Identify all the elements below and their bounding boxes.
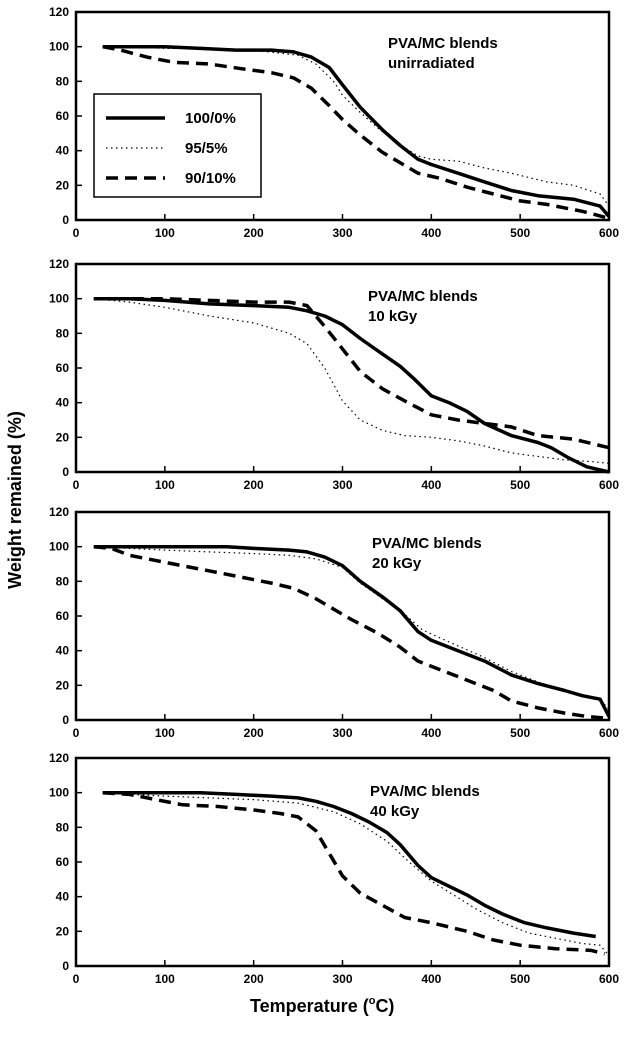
panel-annotation-line-1: PVA/MC blends [368,288,478,305]
y-tick-label: 120 [49,505,69,519]
y-tick-label: 20 [56,178,70,192]
x-tick-label: 600 [599,226,619,240]
x-tick-label: 600 [599,972,619,986]
panel-4: 0 20 40 60 80 100 120 0 100 200 300 400 500 600 PVA/MC… [49,751,619,986]
panel-annotation-line-2: unirradiated [388,55,475,72]
x-tick-label: 200 [244,972,264,986]
x-tick-label: 100 [155,972,175,986]
x-tick-label: 300 [332,478,352,492]
y-tick-label: 40 [56,144,70,158]
series-line-dotted-panel-1 [102,46,610,207]
panel-annotation-line-2: 40 kGy [370,803,420,820]
y-tick-label: 0 [62,959,69,973]
y-tick-label: 120 [49,5,69,19]
x-axis-title-degree: o [369,995,376,1007]
x-axis-title: Temperature (oC) [250,995,394,1016]
panel-annotation-line-1: PVA/MC blends [388,35,498,52]
x-tick-label: 600 [599,726,619,740]
x-tick-label: 200 [244,726,264,740]
x-tick-label: 200 [244,226,264,240]
x-tick-label: 200 [244,478,264,492]
panel-1: 0 20 40 60 80 100 120 0 100 200 300 400 500 600 PVA/MC… [49,5,619,240]
panel-annotation-line-1: PVA/MC blends [370,783,480,800]
y-tick-label: 0 [62,713,69,727]
y-tick-label: 60 [56,361,70,375]
x-tick-label: 500 [510,972,530,986]
x-tick-label: 100 [155,226,175,240]
x-tick-label: 500 [510,478,530,492]
series-line-solid-panel-4 [102,790,596,939]
y-tick-label: 100 [49,540,69,554]
x-tick-label: 0 [73,726,80,740]
series-line-solid-panel-3 [93,544,611,718]
x-tick-label: 300 [332,226,352,240]
y-tick-label: 100 [49,40,69,54]
y-tick-label: 100 [49,786,69,800]
legend-label: 100/0% [185,110,236,127]
x-tick-label: 400 [421,478,441,492]
panel-annotation-line-2: 10 kGy [368,308,418,325]
x-tick-label: 600 [599,478,619,492]
y-tick-label: 80 [56,326,70,340]
y-axis-title: Weight remained (%) [5,411,25,589]
y-tick-label: 0 [62,465,69,479]
y-tick-label: 20 [56,678,70,692]
series-line-solid-panel-2 [93,296,610,474]
x-tick-label: 0 [73,226,80,240]
series-line-dashed-panel-3 [93,544,610,721]
x-tick-label: 0 [73,972,80,986]
x-axis-title-unit: C) [375,996,394,1016]
series-line-dashed-panel-2 [93,296,610,450]
x-tick-label: 400 [421,226,441,240]
x-axis-title-main: Temperature ( [250,996,369,1016]
series-line-dotted-panel-4 [102,792,610,956]
panel-2: 0 20 40 60 80 100 120 0 100 200 300 400 500 600 PVA/MC… [49,257,619,492]
x-tick-label: 300 [332,972,352,986]
legend-box [93,93,262,198]
x-tick-label: 0 [73,478,80,492]
y-tick-label: 40 [56,644,70,658]
x-tick-label: 100 [155,478,175,492]
y-tick-label: 100 [49,292,69,306]
x-tick-label: 500 [510,226,530,240]
legend-label: 90/10% [185,170,236,187]
series-line-dotted-panel-2 [93,298,610,464]
x-tick-label: 100 [155,726,175,740]
y-tick-label: 60 [56,109,70,123]
x-tick-label: 400 [421,972,441,986]
y-tick-label: 80 [56,574,70,588]
y-tick-label: 60 [56,855,70,869]
series-line-dashed-panel-4 [102,790,606,956]
legend-label: 95/5% [185,140,228,157]
y-tick-label: 20 [56,430,70,444]
x-tick-label: 400 [421,726,441,740]
y-tick-label: 0 [62,213,69,227]
plot-frame [74,510,611,722]
y-tick-label: 40 [56,396,70,410]
y-tick-label: 120 [49,257,69,271]
plot-frame [74,756,611,968]
y-tick-label: 20 [56,924,70,938]
y-tick-label: 80 [56,74,70,88]
panel-3: 0 20 40 60 80 100 120 0 100 200 300 400 500 600 PVA/MC… [49,505,619,740]
x-tick-label: 500 [510,726,530,740]
y-tick-label: 80 [56,820,70,834]
x-tick-label: 300 [332,726,352,740]
panel-annotation-line-1: PVA/MC blends [372,535,482,552]
y-tick-label: 120 [49,751,69,765]
y-tick-label: 40 [56,890,70,904]
panel-annotation-line-2: 20 kGy [372,555,422,572]
series-line-dashed-panel-1 [102,44,610,220]
series-line-dotted-panel-3 [93,546,610,710]
legend: 100/0% 95/5% 90/10% [93,93,262,198]
y-tick-label: 60 [56,609,70,623]
